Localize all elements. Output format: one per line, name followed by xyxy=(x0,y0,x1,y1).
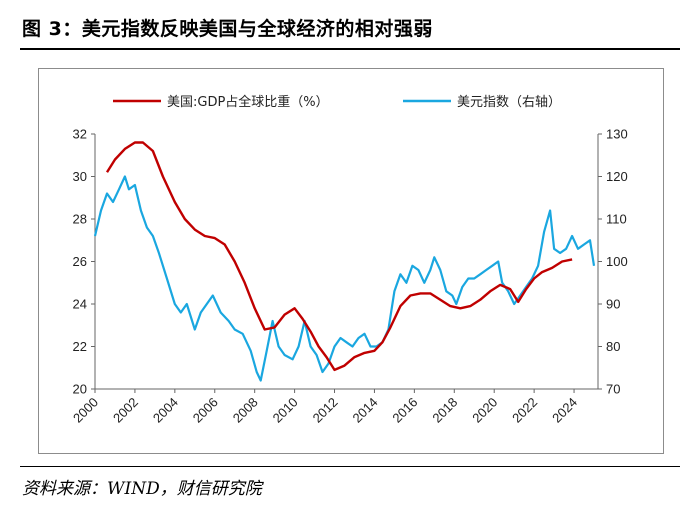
series-lines xyxy=(93,141,596,382)
x-tick-label: 2014 xyxy=(350,395,381,426)
y-left-tick-label: 30 xyxy=(73,169,87,184)
y-right-tick-label: 70 xyxy=(606,382,620,397)
x-tick-label: 2002 xyxy=(110,395,141,426)
x-tick-label: 2000 xyxy=(70,395,101,426)
x-tick-label: 2018 xyxy=(429,395,460,426)
y-left-tick-label: 24 xyxy=(73,297,87,312)
y-right-tick-label: 120 xyxy=(606,169,628,184)
x-tick-label: 2016 xyxy=(389,395,420,426)
us-gdp-share-line xyxy=(105,141,573,372)
y-left-tick-label: 26 xyxy=(73,254,87,269)
y-left-tick-label: 32 xyxy=(73,127,87,142)
x-tick-label: 2010 xyxy=(270,395,301,426)
chart-frame xyxy=(38,68,664,454)
y-right-tick-label: 110 xyxy=(606,212,627,227)
y-right-tick-label: 100 xyxy=(606,254,628,269)
source-rule xyxy=(20,466,680,467)
y-left-tick-label: 28 xyxy=(73,212,87,227)
figure-title: 图 3：美元指数反映美国与全球经济的相对强弱 xyxy=(22,18,433,40)
y-left-tick-label: 22 xyxy=(73,339,87,354)
dollar-index-line xyxy=(93,175,596,382)
x-tick-label: 2006 xyxy=(190,395,221,426)
source-note: 资料来源：WIND，财信研究院 xyxy=(22,479,262,499)
title-rule xyxy=(20,48,680,50)
x-tick-label: 2020 xyxy=(469,395,500,426)
legend-label-gdp-share: 美国:GDP占全球比重（%） xyxy=(167,94,329,110)
x-tick-label: 2004 xyxy=(150,395,181,426)
x-tick-label: 2008 xyxy=(230,395,261,426)
y-right-tick-label: 130 xyxy=(606,127,628,142)
y-right-tick-label: 80 xyxy=(606,339,620,354)
x-tick-label: 2024 xyxy=(549,395,580,426)
x-tick-label: 2012 xyxy=(310,395,341,426)
y-left-tick-label: 20 xyxy=(73,382,87,397)
y-right-tick-label: 90 xyxy=(606,297,620,312)
legend-label-dollar-index: 美元指数（右轴） xyxy=(457,95,561,110)
x-tick-label: 2022 xyxy=(509,395,540,426)
legend: 美国:GDP占全球比重（%） 美元指数（右轴） xyxy=(113,94,561,110)
